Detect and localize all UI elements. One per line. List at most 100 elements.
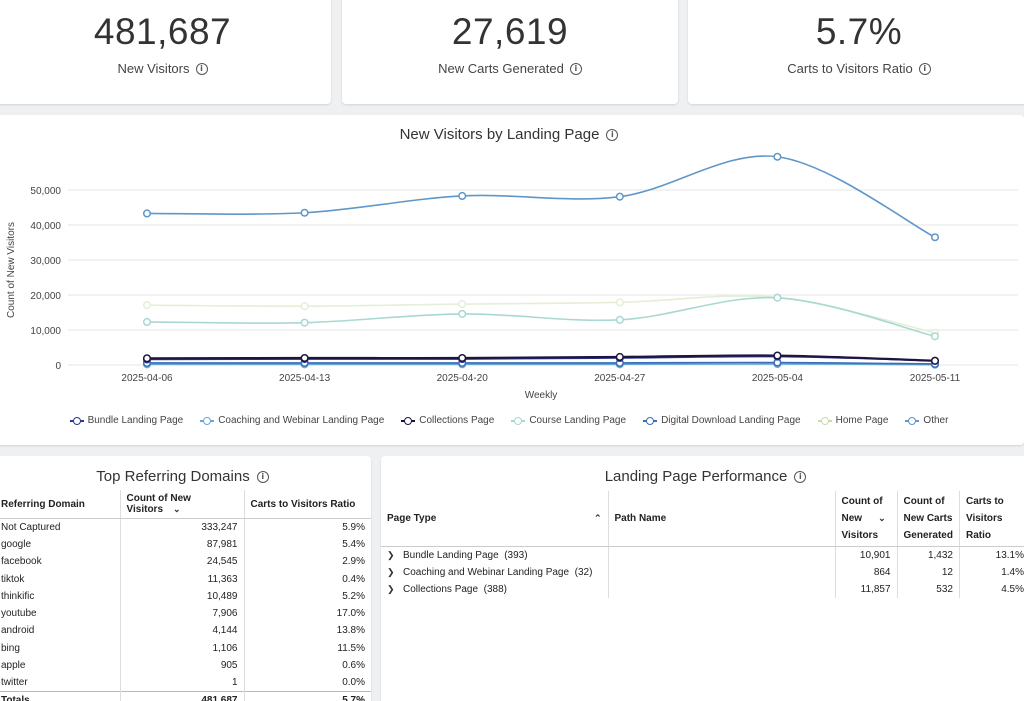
table-header-row: Referring Domain Count of New Visitors ⌄ …	[0, 490, 371, 519]
column-header-sorted[interactable]: Count of New Visitors ⌄	[119, 490, 244, 519]
chevron-right-icon[interactable]: ❯	[387, 549, 395, 560]
data-point	[930, 356, 940, 365]
table-row[interactable]: thinkific 10,489 5.2%	[0, 587, 371, 605]
data-point	[142, 209, 152, 218]
x-tick-label: 2025-05-11	[910, 373, 961, 384]
header-line: New ⌄	[842, 510, 891, 527]
table-row[interactable]: ❯ Coaching and Webinar Landing Page (32) …	[381, 563, 1024, 582]
kpi-label: Carts to Visitors Ratio i	[787, 61, 931, 76]
legend-marker	[643, 416, 658, 425]
cell-ratio: 1.4%	[958, 563, 1024, 582]
x-tick-label: 2025-04-20	[437, 373, 489, 384]
table-row[interactable]: google 87,981 5.4%	[0, 535, 371, 554]
chevron-right-icon[interactable]: ❯	[387, 584, 395, 595]
column-header-ratio[interactable]: Carts to Visitors Ratio	[958, 491, 1024, 547]
info-icon[interactable]: i	[569, 62, 582, 75]
legend-item[interactable]: Other	[905, 415, 948, 426]
cell-carts: 532	[896, 581, 960, 599]
column-header-carts[interactable]: Count of New Carts Generated	[896, 491, 960, 547]
table-row[interactable]: Not Captured 333,247 5.9%	[0, 518, 371, 536]
cell-domain: apple	[1, 660, 26, 672]
column-header-visitors[interactable]: Count of New ⌄ Visitors	[834, 491, 897, 547]
chevron-right-icon[interactable]: ❯	[387, 566, 395, 577]
cell-ratio: 0.4%	[243, 570, 371, 588]
cell-ratio: 4.5%	[958, 581, 1024, 599]
legend-marker	[905, 416, 920, 425]
cell-visitors: 1,106	[119, 639, 244, 657]
cell-page-type: ❯ Coaching and Webinar Landing Page (32)	[381, 564, 608, 581]
header-line: Count of	[903, 496, 945, 507]
cell-totals-ratio: 5.7%	[243, 690, 371, 701]
legend-label: Home Page	[835, 415, 889, 426]
cell-visitors: 11,363	[119, 570, 244, 588]
chevron-down-icon: ⌄	[878, 513, 886, 523]
column-header-path-name[interactable]: Path Name	[607, 491, 835, 547]
legend-item[interactable]: Home Page	[817, 415, 889, 426]
data-point	[773, 351, 782, 360]
data-point	[300, 318, 309, 327]
legend-marker	[401, 416, 416, 425]
x-tick-label: 2025-04-06	[121, 373, 173, 384]
legend-marker	[200, 416, 215, 425]
legend-item[interactable]: Collections Page	[401, 415, 494, 426]
data-point	[300, 353, 309, 363]
table-row[interactable]: android 4,144 13.8%	[0, 622, 371, 640]
landing-title: Landing Page Performance i	[381, 468, 1024, 485]
header-line: Visitors	[965, 513, 1003, 524]
series-line	[146, 155, 936, 238]
y-axis-label: Count of New Visitors	[6, 222, 17, 318]
legend-marker	[817, 416, 832, 425]
cell-ratio: 5.9%	[243, 518, 371, 536]
info-icon[interactable]: i	[794, 470, 807, 483]
table-row[interactable]: tiktok 11,363 0.4%	[0, 570, 371, 588]
legend-item[interactable]: Bundle Landing Page	[69, 415, 183, 426]
kpi-label-text: New Carts Generated	[438, 61, 564, 76]
legend-item[interactable]: Course Landing Page	[511, 415, 626, 426]
info-icon[interactable]: i	[195, 62, 208, 75]
data-point	[458, 300, 467, 309]
column-header-text: Page Type	[387, 513, 437, 524]
data-point	[300, 208, 309, 217]
data-point	[300, 302, 309, 311]
header-line: Visitors	[841, 530, 879, 541]
landing-title-text: Landing Page Performance	[604, 468, 788, 485]
legend-label: Digital Download Landing Page	[661, 415, 801, 426]
table-row[interactable]: ❯ Collections Page (388) 11,857 532 4.5%	[381, 581, 1024, 599]
column-header[interactable]: Referring Domain	[0, 490, 120, 519]
info-icon[interactable]: i	[606, 128, 619, 141]
legend-item[interactable]: Digital Download Landing Page	[643, 415, 801, 426]
column-header[interactable]: Carts to Visitors Ratio	[243, 490, 371, 519]
cell-domain: youtube	[1, 608, 37, 620]
chart-card: New Visitors by Landing Page i 0 10,000 20…	[0, 115, 1024, 445]
referring-title-text: Top Referring Domains	[96, 468, 250, 485]
info-icon[interactable]: i	[256, 470, 269, 483]
series-line	[146, 361, 936, 365]
kpi-card-carts-ratio: 5.7% Carts to Visitors Ratio i	[688, 0, 1024, 104]
legend-label: Other	[923, 415, 949, 426]
table-row[interactable]: bing 1,106 11.5%	[0, 639, 371, 657]
cell-totals-label: Totals	[0, 690, 120, 701]
data-point	[773, 152, 782, 161]
table-row[interactable]: ❯ Bundle Landing Page (393) 10,901 1,432 …	[381, 546, 1024, 564]
kpi-card-new-visitors: 481,687 New Visitors i	[0, 0, 331, 104]
table-row[interactable]: youtube 7,906 17.0%	[0, 604, 371, 623]
column-header-text: Count of New Visitors	[126, 493, 191, 515]
series-line	[146, 295, 936, 334]
column-header-page-type[interactable]: Page Type ⌃	[381, 491, 608, 547]
cell-ratio: 13.8%	[243, 622, 371, 640]
legend-label: Collections Page	[419, 415, 495, 426]
table-row[interactable]: apple 905 0.6%	[0, 656, 371, 675]
cell-domain: Not Captured	[1, 521, 61, 533]
table-row[interactable]: facebook 24,545 2.9%	[0, 553, 371, 571]
chevron-down-icon: ⌄	[173, 504, 181, 514]
kpi-label: New Visitors i	[117, 61, 208, 76]
x-tick-label: 2025-05-04	[752, 373, 804, 384]
legend-marker	[69, 416, 84, 425]
kpi-label-text: New Visitors	[117, 61, 190, 76]
cell-domain: bing	[1, 642, 20, 654]
info-icon[interactable]: i	[918, 62, 931, 75]
legend-item[interactable]: Coaching and Webinar Landing Page	[200, 415, 384, 426]
kpi-value: 481,687	[93, 11, 232, 52]
table-row[interactable]: twitter 1 0.0%	[0, 674, 371, 692]
cell-visitors: 87,981	[119, 535, 244, 554]
